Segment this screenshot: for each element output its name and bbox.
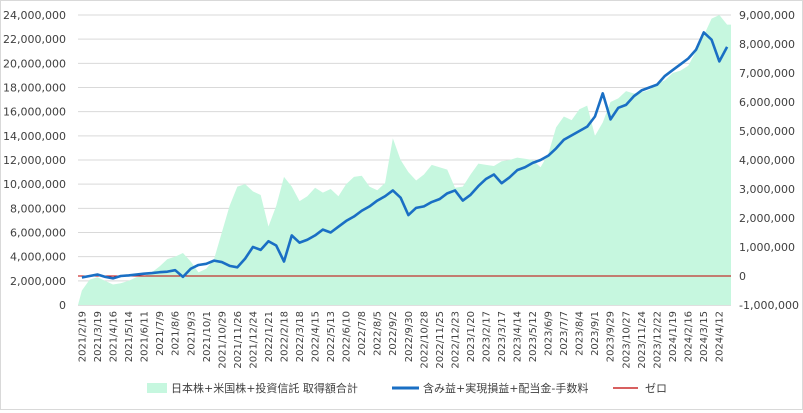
right-tick-label: 6,000,000 (739, 96, 795, 109)
x-tick-label: 2024/3/15 (699, 311, 710, 362)
x-tick-label: 2022/11/25 (435, 311, 446, 369)
legend-label-area: 日本株+米国株+投資信託 取得額合計 (171, 381, 358, 395)
left-tick-label: 14,000,000 (3, 130, 66, 143)
x-tick-label: 2023/7/7 (559, 311, 570, 356)
x-tick-label: 2023/1/20 (466, 311, 477, 362)
x-tick-label: 2023/10/27 (621, 311, 632, 369)
x-tick-label: 2021/5/14 (124, 311, 135, 362)
x-tick-label: 2021/4/16 (109, 311, 120, 362)
x-tick-label: 2023/6/9 (544, 311, 555, 356)
left-tick-label: 8,000,000 (10, 202, 66, 215)
legend-swatch-area (147, 383, 167, 393)
right-tick-label: 9,000,000 (739, 9, 795, 22)
x-tick-label: 2022/5/13 (326, 311, 337, 362)
x-tick-label: 2022/2/18 (279, 311, 290, 362)
left-tick-label: 16,000,000 (3, 106, 66, 119)
x-tick-label: 2022/1/21 (264, 311, 275, 362)
left-tick-label: 0 (59, 299, 66, 312)
x-tick-label: 2021/6/11 (140, 311, 151, 362)
left-axis: 0 2,000,000 4,000,000 6,000,000 8,000,000 10,… (3, 9, 66, 312)
x-tick-label: 2023/2/17 (481, 311, 492, 362)
right-tick-label: 0 (739, 270, 746, 283)
x-tick-label: 2022/8/5 (373, 311, 384, 356)
x-tick-label: 2022/12/23 (450, 311, 461, 369)
x-tick-label: 2021/11/26 (233, 311, 244, 369)
x-tick-label: 2022/10/28 (419, 311, 430, 369)
x-tick-label: 2022/7/8 (357, 311, 368, 356)
right-tick-label: 4,000,000 (739, 154, 795, 167)
left-tick-label: 10,000,000 (3, 178, 66, 191)
left-tick-label: 18,000,000 (3, 82, 66, 95)
x-tick-label: 2024/1/19 (668, 311, 679, 362)
x-tick-label: 2022/6/10 (342, 311, 353, 362)
x-tick-label: 2022/9/2 (388, 311, 399, 356)
right-tick-label: 2,000,000 (739, 212, 795, 225)
left-tick-label: 12,000,000 (3, 154, 66, 167)
x-tick-label: 2021/10/29 (217, 311, 228, 369)
left-tick-label: 4,000,000 (10, 251, 66, 264)
x-tick-label: 2021/2/19 (78, 311, 89, 362)
x-tick-label: 2021/3/19 (93, 311, 104, 362)
x-tick-label: 2021/10/1 (202, 311, 213, 362)
left-tick-label: 22,000,000 (3, 33, 66, 46)
x-tick-label: 2023/12/22 (652, 311, 663, 369)
x-tick-label: 2023/5/12 (528, 311, 539, 362)
x-tick-label: 2022/4/15 (311, 311, 322, 362)
line-series-profit (81, 31, 729, 280)
left-tick-label: 20,000,000 (3, 57, 66, 70)
area-series-acquisition-total (78, 15, 731, 305)
right-tick-label: 7,000,000 (739, 67, 795, 80)
right-tick-label: 8,000,000 (739, 38, 795, 51)
area-series-layer (78, 15, 731, 305)
x-tick-label: 2021/7/9 (155, 311, 166, 356)
left-tick-label: 6,000,000 (10, 227, 66, 240)
legend: 日本株+米国株+投資信託 取得額合計 含み益+実現損益+配当金-手数料 ゼロ (147, 381, 667, 395)
right-axis: -1,000,000 0 1,000,000 2,000,000 3,000,000 4,… (739, 9, 799, 312)
right-tick-label: 1,000,000 (739, 241, 795, 254)
x-tick-label: 2024/4/12 (715, 311, 726, 362)
x-tick-label: 2024/2/16 (683, 311, 694, 362)
x-axis: 2021/2/19 2021/3/19 2021/4/16 2021/5/14 2021… (78, 311, 726, 369)
x-tick-label: 2023/3/17 (497, 311, 508, 362)
x-tick-label: 2022/3/18 (295, 311, 306, 362)
legend-label-zero: ゼロ (645, 382, 667, 395)
left-tick-label: 24,000,000 (3, 9, 66, 22)
x-tick-label: 2023/9/29 (606, 311, 617, 362)
x-tick-label: 2023/8/4 (575, 311, 586, 356)
x-tick-label: 2022/9/30 (404, 311, 415, 362)
x-tick-label: 2021/8/6 (171, 311, 182, 356)
x-tick-label: 2023/9/1 (590, 311, 601, 356)
x-tick-label: 2021/9/3 (186, 311, 197, 356)
legend-label-line: 含み益+実現損益+配当金-手数料 (423, 381, 588, 395)
line-series-layer (81, 31, 729, 280)
right-tick-label: 3,000,000 (739, 183, 795, 196)
right-tick-label: -1,000,000 (739, 299, 799, 312)
x-tick-label: 2023/11/24 (637, 311, 648, 369)
right-tick-label: 5,000,000 (739, 125, 795, 138)
left-tick-label: 2,000,000 (10, 275, 66, 288)
x-tick-label: 2023/4/14 (513, 311, 524, 362)
x-tick-label: 2021/12/24 (248, 311, 259, 369)
